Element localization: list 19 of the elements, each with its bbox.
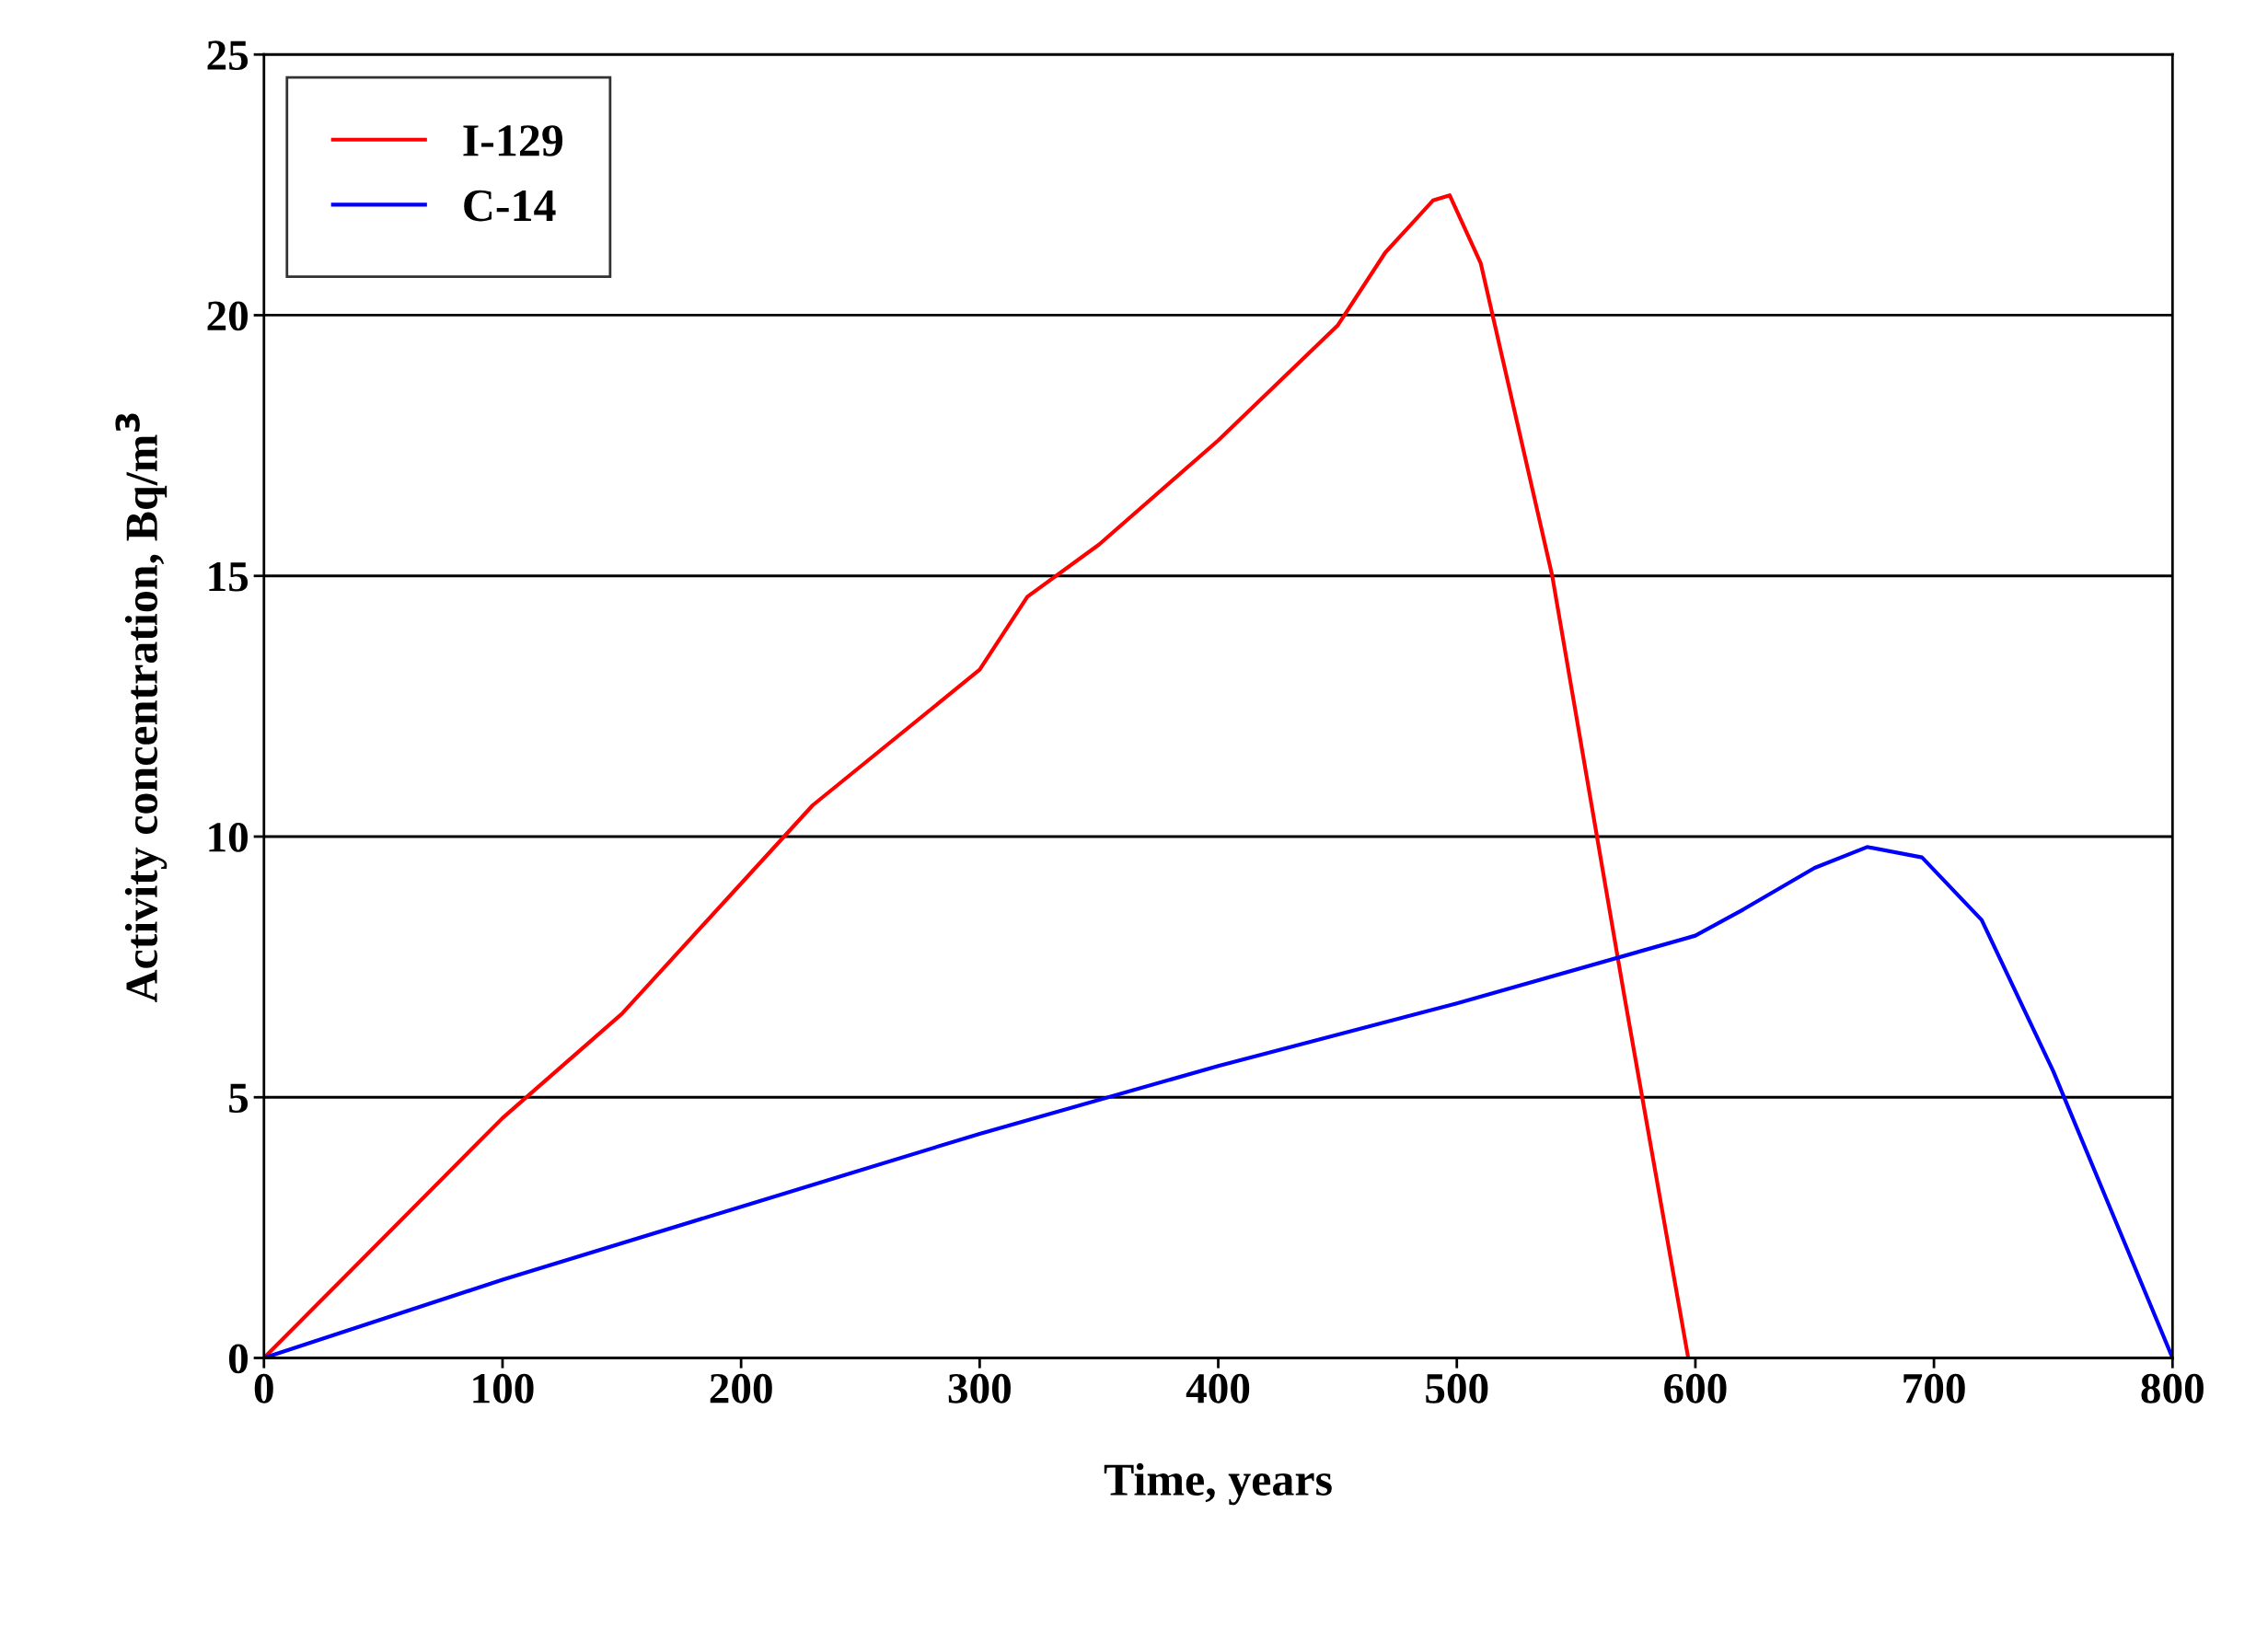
y-tick-label: 0 <box>228 1344 248 1374</box>
y-tick-label: 15 <box>209 561 249 592</box>
x-axis-title: Time, years <box>1104 1462 1332 1506</box>
x-tick-label: 100 <box>473 1373 534 1404</box>
y-tick-label: 20 <box>207 301 248 331</box>
x-tick-label: 600 <box>1664 1373 1727 1404</box>
y-tick-label: 25 <box>207 40 249 71</box>
x-tick-label: 300 <box>948 1373 1011 1404</box>
y-tick-label: 5 <box>229 1083 249 1114</box>
y-axis-title: Activity concentration, Bq/m$^{3}$ <box>115 413 168 1003</box>
x-tick-label: 500 <box>1426 1373 1488 1404</box>
legend-label: I-129 <box>463 125 563 156</box>
legend-label: C-14 <box>464 190 556 222</box>
x-tick-label: 700 <box>1903 1373 1965 1404</box>
x-tick-label: 800 <box>2141 1373 2204 1404</box>
y-tick-label: 10 <box>209 822 248 852</box>
x-tick-label: 200 <box>710 1373 772 1404</box>
x-tick-label: 0 <box>254 1373 273 1404</box>
x-tick-label: 400 <box>1186 1373 1250 1404</box>
